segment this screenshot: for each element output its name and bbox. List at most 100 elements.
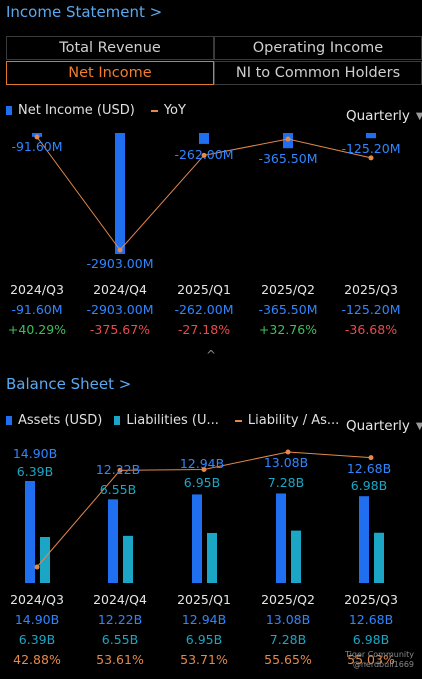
liabilities-bar [123, 535, 133, 583]
assets-value: 12.22B [97, 612, 143, 627]
yoy-value: -27.18% [177, 322, 231, 337]
assets-bar [359, 496, 369, 583]
balance-sheet-title[interactable]: Balance Sheet > [6, 375, 132, 393]
yoy-point [368, 155, 374, 161]
legend-assets-swatch [6, 416, 12, 425]
net-income-value: -125.20M [341, 302, 401, 317]
ratio-value: 53.71% [180, 652, 228, 667]
legend-ratio-swatch [234, 419, 242, 422]
assets-data-label: 14.90B [13, 446, 57, 461]
ratio-point [368, 455, 374, 461]
net-income-value: -262.00M [174, 302, 234, 317]
assets-value: 13.08B [265, 612, 311, 627]
assets-data-label: 12.68B [347, 461, 391, 476]
balance-period-select[interactable]: Quarterly ▼ [346, 418, 422, 434]
net-income-data-label: -262.00M [174, 147, 233, 162]
net-income-data-label: -2903.00M [87, 256, 154, 271]
chevron-down-icon: ▼ [415, 110, 422, 122]
watermark-user: @nerdbull1669 [352, 660, 414, 669]
legend-liabilities-label: Liabilities (U... [126, 413, 219, 428]
yoy-point [117, 247, 123, 253]
quarter-label: 2025/Q3 [344, 592, 398, 607]
ratio-point [285, 449, 291, 455]
income-period-select[interactable]: Quarterly ▼ [346, 108, 422, 124]
net-income-data-label: -365.50M [258, 151, 317, 166]
liabilities-bar [291, 530, 301, 583]
income-statement-title[interactable]: Income Statement > [6, 3, 163, 21]
yoy-point [34, 134, 40, 140]
balance-period-label: Quarterly [346, 418, 410, 434]
legend-line-swatch [150, 109, 158, 112]
assets-data-label: 13.08B [264, 455, 308, 470]
yoy-value: +40.29% [7, 322, 67, 337]
liabilities-bar [374, 532, 384, 583]
net-income-bar [115, 133, 125, 254]
tab-net-income[interactable]: Net Income [6, 61, 214, 85]
yoy-point [201, 152, 207, 158]
net-income-data-label: -91.60M [11, 139, 62, 154]
assets-bar [25, 481, 35, 583]
liabilities-value: 7.28B [269, 632, 307, 647]
quarter-label: 2025/Q3 [344, 282, 398, 297]
liabilities-value: 6.95B [185, 632, 223, 647]
assets-value: 14.90B [14, 612, 60, 627]
quarter-label: 2025/Q2 [261, 592, 315, 607]
ratio-value: 55.03% [347, 652, 395, 667]
assets-data-label: 12.94B [180, 456, 224, 471]
quarter-label: 2025/Q1 [177, 282, 231, 297]
ratio-value: 53.61% [96, 652, 144, 667]
quarter-label: 2024/Q3 [10, 592, 64, 607]
liabilities-value: 6.98B [352, 632, 390, 647]
ratio-value: 42.88% [13, 652, 61, 667]
net-income-value: -2903.00M [86, 302, 154, 317]
quarter-label: 2024/Q4 [93, 282, 147, 297]
liabilities-data-label: 6.98B [351, 478, 387, 493]
net-income-value: -91.60M [11, 302, 63, 317]
collapse-chevron-icon[interactable]: ^ [206, 348, 217, 362]
yoy-value: -375.67% [89, 322, 151, 337]
legend-yoy-label: YoY [163, 103, 186, 118]
liabilities-data-label: 6.95B [184, 475, 220, 490]
ratio-value: 55.65% [264, 652, 312, 667]
net-income-data-label: -125.20M [341, 141, 400, 156]
assets-data-label: 12.22B [96, 462, 140, 477]
legend-bar-swatch [6, 106, 12, 115]
income-legend: Net Income (USD) YoY [6, 103, 186, 118]
balance-legend: Assets (USD) Liabilities (U... Liability… [6, 413, 339, 428]
assets-bar [108, 499, 118, 583]
legend-liabilities-swatch [114, 416, 121, 425]
tab-total-revenue[interactable]: Total Revenue [6, 36, 214, 60]
assets-value: 12.94B [181, 612, 227, 627]
quarter-label: 2024/Q4 [93, 592, 147, 607]
chevron-down-icon: ▼ [415, 420, 422, 432]
liabilities-data-label: 6.39B [17, 464, 53, 479]
legend-ratio-label: Liability / As... [247, 413, 340, 428]
assets-bar [192, 494, 202, 583]
liabilities-value: 6.39B [18, 632, 56, 647]
quarter-label: 2025/Q2 [261, 282, 315, 297]
yoy-value: +32.76% [258, 322, 318, 337]
net-income-bar [366, 133, 376, 139]
assets-value: 12.68B [348, 612, 394, 627]
ratio-point [117, 467, 123, 473]
watermark: Tiger Community @nerdbull1669 [345, 650, 414, 670]
liabilities-bar [40, 537, 50, 583]
watermark-community: Tiger Community [345, 650, 414, 659]
ratio-point [34, 564, 40, 570]
yoy-value: -36.68% [344, 322, 398, 337]
liabilities-bar [207, 532, 217, 583]
ratio-point [201, 466, 207, 472]
quarter-label: 2025/Q1 [177, 592, 231, 607]
assets-bar [276, 493, 286, 583]
net-income-value: -365.50M [258, 302, 318, 317]
legend-net-income-label: Net Income (USD) [18, 103, 135, 118]
liabilities-value: 6.55B [101, 632, 139, 647]
net-income-bar [199, 133, 209, 144]
liabilities-data-label: 6.55B [100, 482, 136, 497]
legend-assets-label: Assets (USD) [18, 413, 103, 428]
income-period-label: Quarterly [346, 108, 410, 124]
liabilities-data-label: 7.28B [268, 475, 304, 490]
yoy-point [285, 136, 291, 142]
